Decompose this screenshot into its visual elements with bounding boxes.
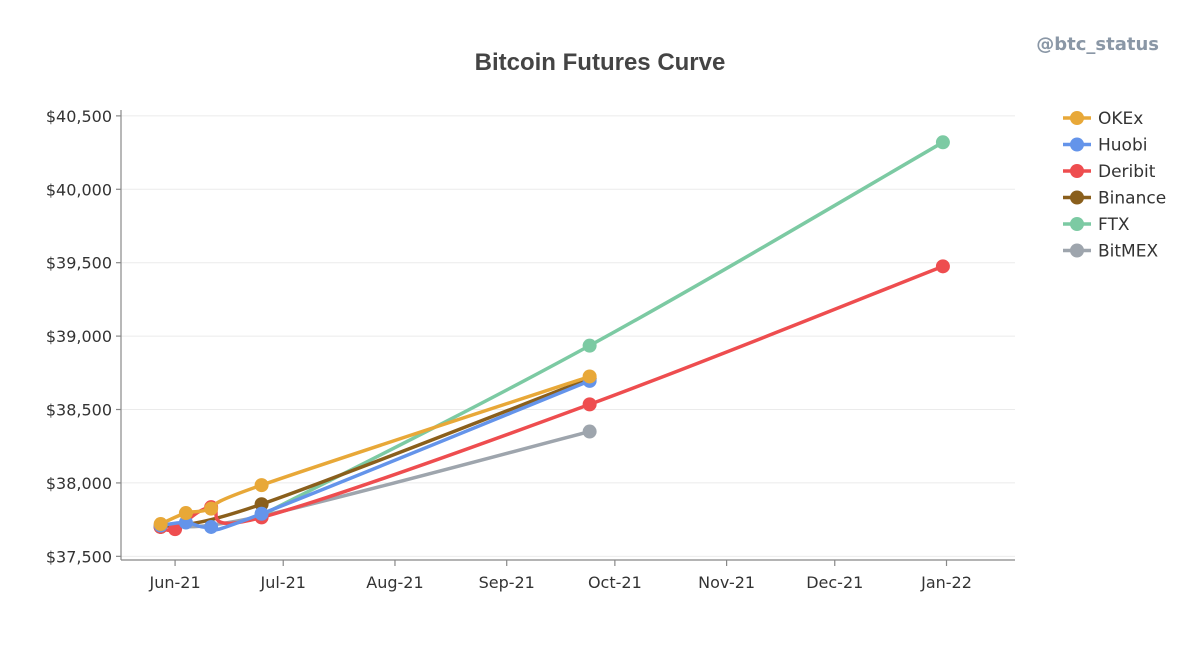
legend-item-okex[interactable]: OKEx [1063, 109, 1143, 129]
legend-swatch-marker [1070, 111, 1084, 125]
y-tick-label: $39,500 [46, 254, 112, 273]
legend-label: FTX [1098, 215, 1130, 235]
legend-item-deribit[interactable]: Deribit [1063, 162, 1156, 182]
y-tick-label: $39,000 [46, 327, 112, 346]
data-point-okex[interactable] [204, 501, 219, 516]
legend-label: BitMEX [1098, 242, 1158, 262]
watermark-handle: @btc_status [1036, 34, 1159, 55]
data-point-okex[interactable] [254, 478, 269, 493]
legend-label: Deribit [1098, 162, 1156, 182]
y-tick-label: $40,500 [46, 107, 112, 126]
data-point-ftx[interactable] [935, 135, 950, 150]
x-tick-label: Oct-21 [588, 573, 642, 592]
x-tick-label: Jun-21 [149, 573, 201, 592]
data-point-bitmex[interactable] [582, 424, 597, 439]
data-point-huobi[interactable] [254, 506, 269, 521]
x-tick-label: Dec-21 [806, 573, 863, 592]
y-tick-label: $40,000 [46, 180, 112, 199]
legend-item-bitmex[interactable]: BitMEX [1063, 242, 1158, 262]
legend-swatch-marker [1070, 164, 1084, 178]
x-tick-label: Jul-21 [259, 573, 305, 592]
x-tick-label: Sep-21 [479, 573, 535, 592]
series-layer [153, 135, 950, 537]
data-point-okex[interactable] [153, 517, 168, 532]
legend-item-ftx[interactable]: FTX [1063, 215, 1130, 235]
legend-label: Binance [1098, 189, 1166, 209]
series-line-deribit [158, 264, 945, 533]
grid-layer [121, 115, 1015, 557]
legend-item-huobi[interactable]: Huobi [1063, 136, 1147, 156]
series-ftx [254, 135, 950, 523]
series-okex [153, 369, 597, 532]
x-tick-label: Nov-21 [698, 573, 755, 592]
x-tick-label: Aug-21 [366, 573, 423, 592]
legend-label: OKEx [1098, 109, 1143, 129]
y-tick-label: $37,500 [46, 547, 112, 566]
series-huobi [153, 373, 597, 534]
data-point-deribit[interactable] [935, 259, 950, 274]
series-line-ftx [259, 140, 945, 517]
data-point-deribit[interactable] [168, 522, 183, 537]
data-point-huobi[interactable] [204, 519, 219, 534]
data-point-deribit[interactable] [582, 397, 597, 412]
axis-layer: $37,500 $38,000 $38,500 $39,000 $39,500 $40,0… [46, 107, 1015, 592]
chart-title: Bitcoin Futures Curve [475, 49, 726, 76]
legend-swatch-marker [1070, 190, 1084, 205]
series-line-binance [158, 376, 592, 529]
legend-swatch-marker [1070, 243, 1084, 258]
legend-swatch-marker [1070, 137, 1084, 152]
data-point-okex[interactable] [582, 369, 597, 384]
legend-label: Huobi [1098, 136, 1147, 156]
legend-swatch-marker [1070, 217, 1084, 231]
data-point-ftx[interactable] [582, 338, 597, 353]
legend-item-binance[interactable]: Binance [1063, 189, 1166, 209]
legend: OKEx Huobi Deribit Binance FTX BitMEX [1063, 109, 1166, 262]
y-tick-label: $38,500 [46, 401, 112, 420]
y-tick-label: $38,000 [46, 474, 112, 493]
x-tick-label: Jan-22 [920, 573, 972, 592]
data-point-okex[interactable] [178, 506, 193, 521]
